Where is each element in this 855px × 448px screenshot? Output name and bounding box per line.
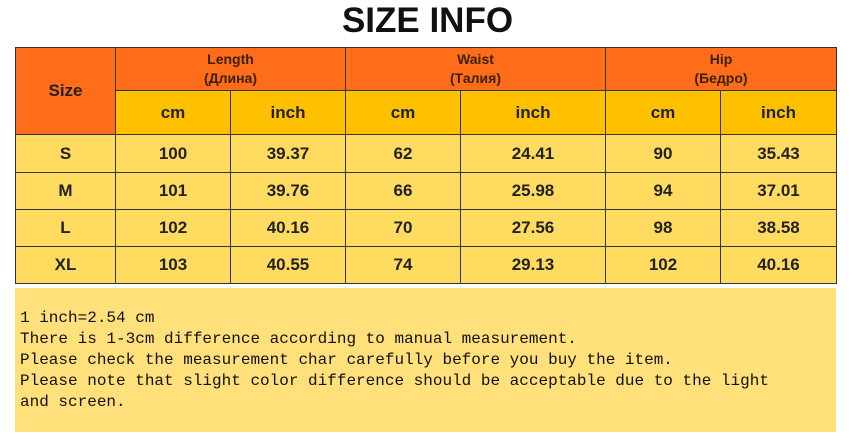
table-cell: 103 [115,246,231,284]
unit-text: inch [270,102,306,122]
cell-text: 98 [653,218,673,237]
cell-text: 29.13 [511,255,555,274]
table-cell: 90 [605,134,721,173]
group-sub: (Талия) [450,70,501,86]
table-cell: 40.16 [230,209,346,247]
unit-text: cm [650,102,676,122]
note-line: Please check the measurement char carefu… [20,351,673,369]
group-sub: (Длина) [203,70,258,86]
notes: 1 inch=2.54 cm There is 1-3cm difference … [15,288,836,432]
table-cell: 94 [605,172,721,210]
note-line: There is 1-3cm difference according to m… [20,330,577,348]
cell-text: 94 [653,181,673,200]
table-cell: 98 [605,209,721,247]
cell-text: 24.41 [511,143,555,163]
table-cell: 37.01 [720,172,837,210]
table-cell: 66 [345,172,461,210]
table-cell: 40.16 [720,246,837,284]
cell-text: 66 [393,181,413,200]
cell-text: 103 [158,255,188,274]
unit-header: cm [605,90,721,135]
table-cell: 62 [345,134,461,173]
cell-text: L [60,218,71,237]
cell-text: 39.76 [266,181,310,200]
group-sub: (Бедро) [694,70,748,86]
size-header: Size [15,47,116,135]
table-cell: 102 [115,209,231,247]
title: SIZE INFO [341,1,514,40]
table-cell: 100 [115,134,231,173]
cell-text: 90 [653,143,673,163]
unit-text: cm [160,102,186,122]
cell-text: 37.01 [757,181,800,200]
cell-text: 101 [158,181,188,200]
table-cell: 39.37 [230,134,346,173]
cell-text: 74 [393,255,413,274]
group-label: Hip [709,51,733,67]
table-cell: M [15,172,116,210]
cell-text: 40.55 [266,255,310,274]
table-cell: 35.43 [720,134,837,173]
cell-text: 39.37 [266,143,310,163]
cell-text: 100 [158,143,188,163]
unit-header: cm [345,90,461,135]
cell-text: 38.58 [757,218,800,237]
cell-text: 27.56 [511,218,555,237]
unit-header: inch [230,90,346,135]
group-header: Length (Длина) [115,47,346,91]
table-cell: 74 [345,246,461,284]
unit-header: cm [115,90,231,135]
table-cell: L [15,209,116,247]
cell-text: 25.98 [511,181,555,200]
table-cell: 29.13 [460,246,606,284]
table-cell: 102 [605,246,721,284]
table-cell: 25.98 [460,172,606,210]
table-cell: S [15,134,116,173]
group-header: Hip (Бедро) [605,47,837,91]
table-cell: 27.56 [460,209,606,247]
group-header: Waist (Талия) [345,47,606,91]
cell-text: 102 [648,255,678,274]
cell-text: 40.16 [266,218,310,237]
group-label: Length [207,51,254,67]
table-cell: 101 [115,172,231,210]
note-line: 1 inch=2.54 cm [20,309,155,327]
note-line: Please note that slight color difference… [20,372,769,390]
unit-text: inch [515,102,551,122]
unit-text: cm [390,102,416,122]
group-label: Waist [457,51,494,67]
cell-text: 62 [393,143,413,163]
table-cell: 70 [345,209,461,247]
cell-text: 102 [158,218,188,237]
table-cell: XL [15,246,116,284]
size-header-text: Size [48,81,83,100]
unit-text: inch [761,102,796,122]
table-cell: 39.76 [230,172,346,210]
note-line: and screen. [20,393,126,411]
cell-text: XL [54,255,77,274]
cell-text: S [59,143,72,163]
unit-header: inch [720,90,837,135]
cell-text: M [58,181,73,200]
cell-text: 35.43 [757,143,800,163]
table-cell: 40.55 [230,246,346,284]
cell-text: 70 [393,218,413,237]
unit-header: inch [460,90,606,135]
table-cell: 24.41 [460,134,606,173]
table-cell: 38.58 [720,209,837,247]
cell-text: 40.16 [757,255,800,274]
